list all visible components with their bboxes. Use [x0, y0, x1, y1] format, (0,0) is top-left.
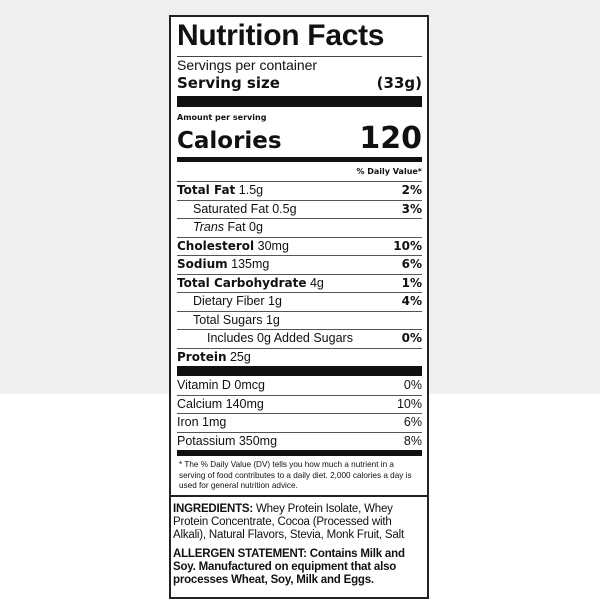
serving-size-label: Serving size	[177, 74, 280, 92]
nutrient-row: Saturated Fat 0.5g 3%	[177, 199, 422, 219]
ingredients: INGREDIENTS: Whey Protein Isolate, Whey …	[173, 502, 404, 541]
divider	[177, 96, 422, 107]
vitamin-row: Calcium 140mg 10%	[177, 394, 422, 414]
vitamin-row: Iron 1mg 6%	[177, 413, 422, 432]
divider	[177, 366, 422, 376]
footnote: * The % Daily Value (DV) tells you how m…	[179, 460, 412, 490]
ingredients-section: INGREDIENTS: Whey Protein Isolate, Whey …	[171, 497, 427, 597]
vitamin-row: Potassium 350mg 8%	[177, 431, 422, 451]
divider	[177, 157, 422, 162]
calories-row: Calories 120	[177, 123, 422, 155]
nutrient-row: Protein 25g	[177, 347, 422, 367]
vitamin-row: Vitamin D 0mcg 0%	[177, 377, 422, 392]
amount-per-serving: Amount per serving	[177, 113, 267, 122]
divider	[177, 450, 422, 456]
divider	[177, 56, 422, 57]
serving-size: Serving size (33g)	[177, 74, 422, 92]
label-title: Nutrition Facts	[177, 19, 385, 52]
nutrient-row: Total Sugars 1g	[177, 310, 422, 330]
nutrient-row: Total Carbohydrate 4g 1%	[177, 273, 422, 293]
nutrient-row: Total Fat 1.5g 2%	[177, 181, 422, 200]
calories-label: Calories	[177, 128, 282, 154]
nutrient-row: Cholesterol 30mg 10%	[177, 236, 422, 256]
allergen-statement: ALLERGEN STATEMENT: Contains Milk and So…	[173, 547, 405, 586]
servings-per-container: Servings per container	[177, 57, 318, 73]
nutrition-facts-panel: Nutrition Facts Servings per container S…	[171, 17, 427, 497]
nutrient-row: Trans Fat 0g	[177, 218, 422, 237]
calories-value: 120	[359, 121, 422, 156]
nutrient-row: Includes 0g Added Sugars 0%	[177, 329, 422, 348]
daily-value-header: % Daily Value*	[356, 167, 422, 176]
nutrient-row: Dietary Fiber 1g 4%	[177, 292, 422, 311]
nutrient-row: Sodium 135mg 6%	[177, 255, 422, 274]
serving-size-value: (33g)	[376, 74, 422, 92]
nutrition-label: Nutrition Facts Servings per container S…	[169, 15, 429, 599]
